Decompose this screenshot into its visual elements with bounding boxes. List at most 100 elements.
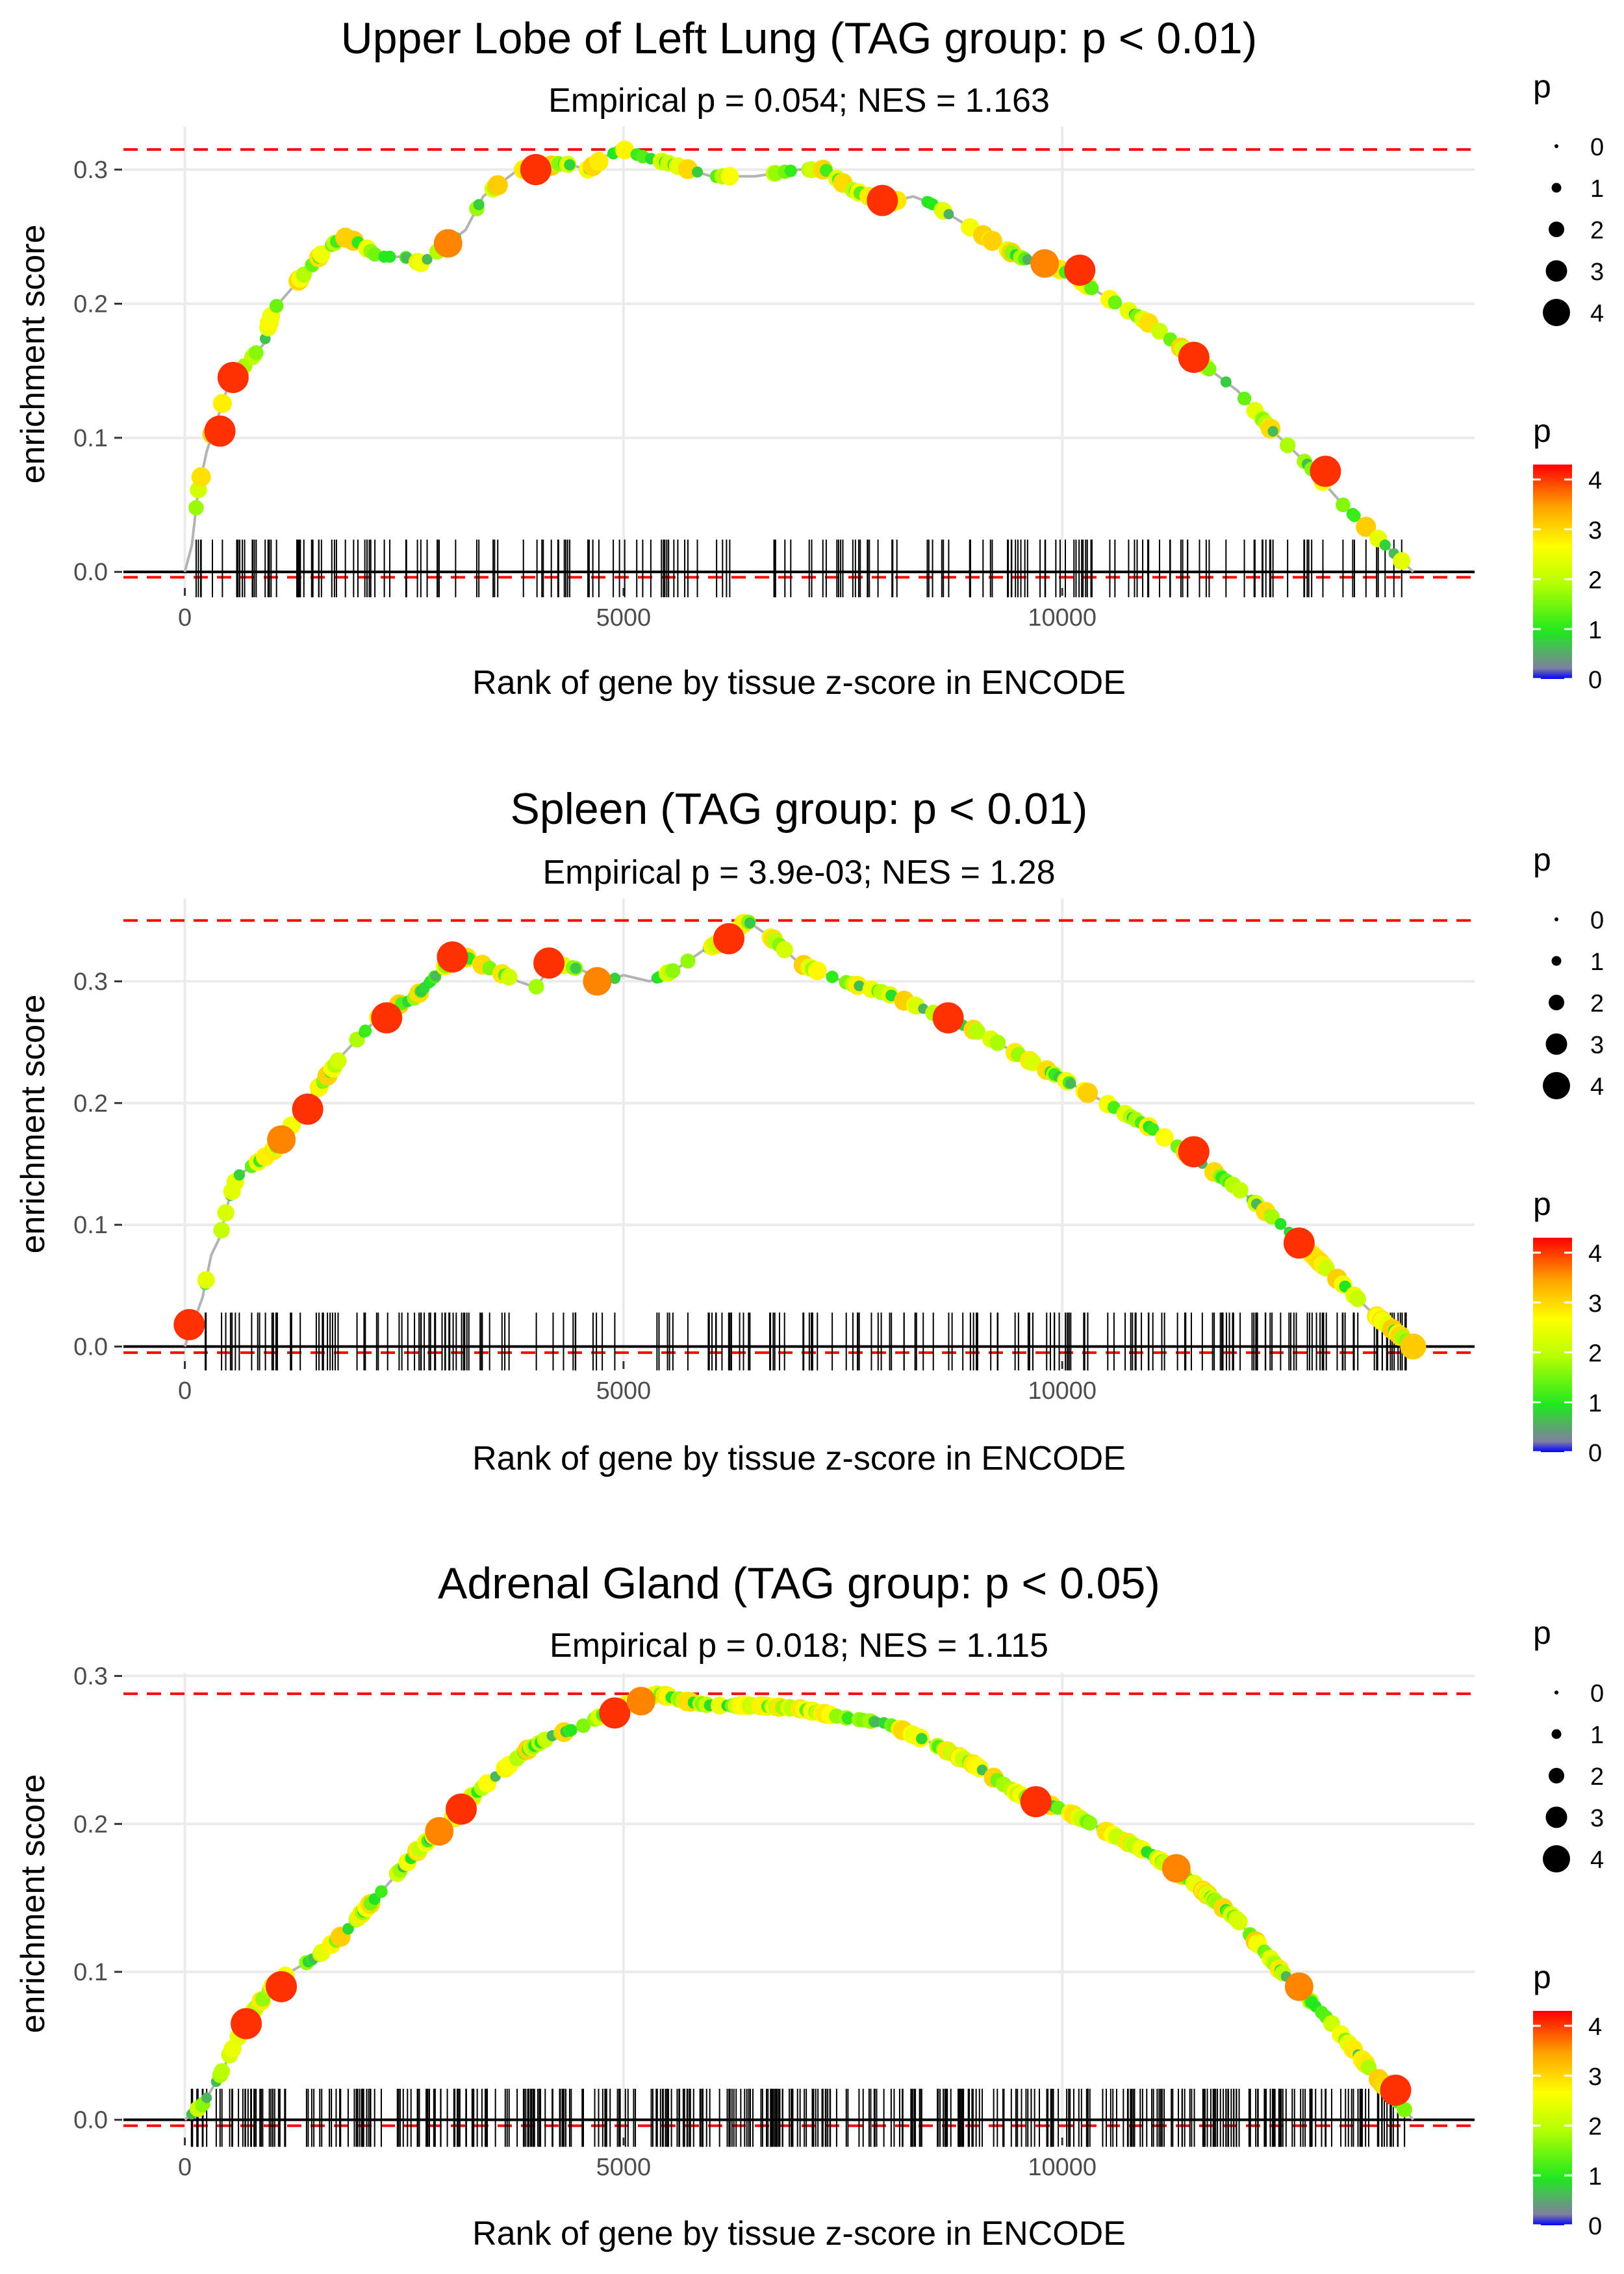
highlight-point [533, 947, 565, 979]
size-legend-label: 2 [1590, 990, 1604, 1017]
panel-upper-lobe-left-lung: Upper Lobe of Left Lung (TAG group: p < … [14, 14, 1604, 702]
gene-point [312, 245, 331, 264]
highlight-point [437, 941, 468, 973]
color-legend-label: 0 [1588, 1440, 1602, 1467]
gene-point [570, 962, 581, 974]
highlight-point [266, 1971, 298, 2002]
x-axis-label: Rank of gene by tissue z-score in ENCODE [472, 1440, 1126, 1477]
gene-point [665, 963, 681, 978]
color-bar [1533, 1238, 1572, 1452]
size-legend-label: 0 [1590, 1680, 1604, 1707]
gene-point [826, 971, 839, 984]
highlight-point [599, 1697, 631, 1729]
enrichment-curve [183, 147, 1414, 573]
size-legend-label: 1 [1590, 175, 1604, 203]
y-tick-label: 0.2 [73, 1090, 108, 1118]
gene-point [1085, 281, 1099, 296]
gene-point [680, 953, 696, 969]
plot-area: 0.0 0.1 0.2 0.3 0 5000 10000 [73, 1663, 1475, 2181]
gene-point [487, 175, 508, 196]
gene-point [691, 166, 704, 178]
gene-point [969, 1023, 986, 1040]
color-legend-label: 2 [1588, 567, 1602, 594]
y-axis-label: enrichment score [14, 995, 52, 1254]
gene-point [916, 1733, 928, 1744]
color-bar [1533, 465, 1572, 679]
gene-point [1108, 295, 1123, 310]
gene-point [329, 1052, 347, 1069]
color-legend-label: 0 [1588, 2213, 1602, 2240]
size-legend-dot [1551, 183, 1562, 193]
highlight-point [217, 361, 249, 393]
size-legend-label: 1 [1590, 1722, 1604, 1749]
x-tick-label: 0 [178, 2154, 192, 2181]
gene-point [1336, 497, 1351, 513]
size-legend-dot [1543, 299, 1570, 326]
y-tick-label: 0.3 [73, 968, 108, 995]
highlight-point [173, 1309, 205, 1340]
y-tick-label: 0.3 [73, 1663, 108, 1691]
gene-point [201, 2092, 212, 2103]
gene-point [1279, 437, 1296, 454]
chart-subtitle: Empirical p = 0.018; NES = 1.115 [550, 1627, 1048, 1665]
color-legend-label: 1 [1588, 617, 1602, 644]
x-axis-label: Rank of gene by tissue z-score in ENCODE [472, 2215, 1126, 2253]
gene-point [565, 1724, 577, 1737]
plot-area: 0.0 0.1 0.2 0.3 0 5000 10000 [73, 899, 1475, 1405]
gene-point [383, 250, 396, 263]
size-legend-dot [1543, 1845, 1570, 1872]
x-tick-label: 10000 [1028, 604, 1097, 632]
x-tick-label: 5000 [596, 604, 652, 632]
size-legend-dot [1549, 222, 1564, 237]
gene-point [1230, 1913, 1248, 1931]
gene-point [233, 1169, 246, 1181]
gene-point [854, 980, 865, 991]
highlight-point [446, 1793, 477, 1825]
size-legend-label: 3 [1590, 1032, 1604, 1059]
size-legend-dot [1554, 917, 1558, 921]
size-legend-label: 4 [1590, 1073, 1604, 1101]
gene-point [943, 209, 954, 220]
highlight-point [867, 185, 898, 216]
highlight-point [1161, 1854, 1191, 1883]
y-axis-label: enrichment score [14, 1774, 52, 2034]
highlight-point [1064, 254, 1096, 286]
gene-point [615, 140, 635, 160]
highlight-point [231, 2008, 262, 2039]
gene-point [197, 1271, 215, 1289]
color-legend-title: p [1533, 1186, 1551, 1222]
color-legend-label: 4 [1588, 2013, 1602, 2041]
legend: p 0 1 2 3 4 p 4 3 2 1 0 [1533, 68, 1604, 694]
highlight-point [713, 923, 744, 954]
size-legend-dot [1545, 1806, 1567, 1828]
gene-point [1397, 2102, 1412, 2117]
gene-point [784, 164, 797, 177]
gene-point [375, 1885, 388, 1898]
chart-subtitle: Empirical p = 3.9e-03; NES = 1.28 [542, 854, 1055, 891]
highlight-point [292, 1093, 324, 1125]
gene-point [248, 345, 264, 361]
gene-point [1267, 426, 1278, 437]
chart-subtitle: Empirical p = 0.054; NES = 1.163 [548, 82, 1050, 120]
gene-point [776, 941, 793, 958]
panel-adrenal-gland: Adrenal Gland (TAG group: p < 0.05) Empi… [14, 1559, 1604, 2253]
gene-point [976, 1764, 988, 1776]
highlight-point [1178, 1136, 1210, 1168]
y-tick-label: 0.0 [73, 1334, 108, 1361]
gene-point [1022, 254, 1033, 265]
gene-point [359, 1024, 372, 1038]
y-tick-label: 0.1 [73, 1212, 108, 1239]
size-legend-dot [1551, 956, 1562, 966]
highlight-point [583, 967, 612, 996]
gene-point [500, 968, 518, 986]
gene-point [528, 978, 544, 995]
gene-point [1065, 1078, 1076, 1089]
size-legend-label: 2 [1590, 1763, 1604, 1791]
size-legend-dot [1551, 1729, 1562, 1739]
gene-point [1232, 1182, 1249, 1199]
chart-title: Adrenal Gland (TAG group: p < 0.05) [438, 1559, 1160, 1608]
size-legend-dot [1549, 1768, 1564, 1783]
highlight-point [1400, 1333, 1427, 1360]
color-legend-label: 1 [1588, 1390, 1602, 1417]
